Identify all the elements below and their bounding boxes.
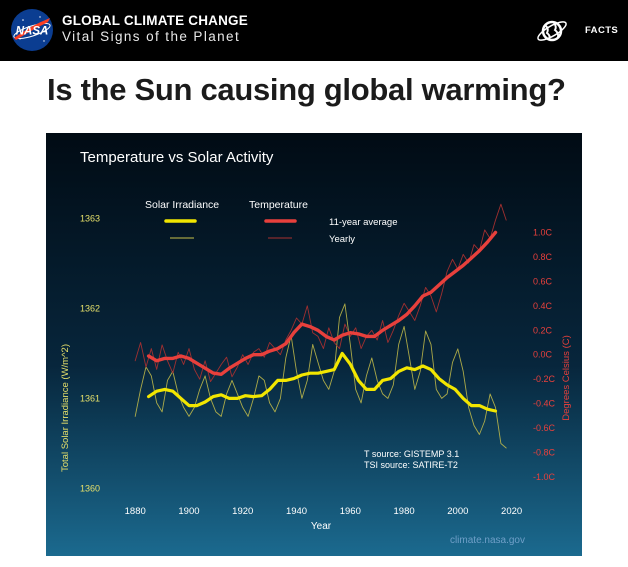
legend-irradiance-header: Solar Irradiance bbox=[145, 199, 219, 211]
legend-smooth-label: 11-year average bbox=[329, 217, 397, 228]
right-tick-label: -0.8C bbox=[533, 448, 556, 458]
facts-link[interactable]: FACTS bbox=[585, 25, 619, 36]
x-tick-label: 1920 bbox=[232, 506, 253, 517]
site-title[interactable]: GLOBAL CLIMATE CHANGE bbox=[62, 13, 248, 28]
site-header: NASA GLOBAL CLIMATE CHANGE Vital Signs o… bbox=[0, 0, 628, 61]
right-tick-label: -1.0C bbox=[533, 472, 556, 482]
nasa-logo[interactable]: NASA bbox=[10, 8, 54, 52]
right-tick-label: 0.4C bbox=[533, 301, 553, 311]
right-tick-label: 1.0C bbox=[533, 227, 553, 237]
right-tick-label: 0.8C bbox=[533, 252, 553, 262]
temperature-source: T source: GISTEMP 3.1 bbox=[364, 449, 459, 459]
chart-container: Temperature vs Solar Activity Solar Irra… bbox=[46, 133, 582, 556]
right-tick-label: 0.0C bbox=[533, 350, 553, 360]
x-axis-ticks: 1880 1900 1920 1940 1960 1980 2000 2020 bbox=[125, 506, 523, 517]
page-title: Is the Sun causing global warming? bbox=[47, 72, 566, 107]
x-tick-label: 1900 bbox=[178, 506, 199, 517]
right-tick-label: -0.4C bbox=[533, 399, 556, 409]
left-tick-label: 1363 bbox=[80, 213, 100, 223]
x-tick-label: 1980 bbox=[394, 506, 415, 517]
chart-title: Temperature vs Solar Activity bbox=[80, 149, 274, 166]
right-tick-label: 0.6C bbox=[533, 276, 553, 286]
right-axis-ticks: 1.0C 0.8C 0.6C 0.4C 0.2C 0.0C -0.2C -0.4C -0.6C -… bbox=[533, 227, 556, 482]
x-tick-label: 2020 bbox=[501, 506, 522, 517]
irradiance-source: TSI source: SATIRE-T2 bbox=[364, 460, 458, 470]
x-tick-label: 1880 bbox=[125, 506, 146, 517]
temperature-solar-chart: Temperature vs Solar Activity Solar Irra… bbox=[46, 133, 582, 556]
right-tick-label: -0.2C bbox=[533, 374, 556, 384]
x-tick-label: 2000 bbox=[447, 506, 468, 517]
left-tick-label: 1362 bbox=[80, 303, 100, 313]
x-tick-label: 1960 bbox=[340, 506, 361, 517]
temperature-yearly-line bbox=[134, 203, 507, 383]
site-subtitle: Vital Signs of the Planet bbox=[62, 29, 241, 44]
left-tick-label: 1360 bbox=[80, 483, 100, 493]
chart-series bbox=[134, 203, 507, 449]
left-axis-ticks: 1363 1362 1361 1360 bbox=[80, 213, 100, 493]
x-tick-label: 1940 bbox=[286, 506, 307, 517]
temperature-average-line bbox=[146, 230, 498, 377]
nasa-logo-text: NASA bbox=[16, 26, 49, 38]
left-axis-label: Total Solar Irradiance (W/m^2) bbox=[60, 344, 71, 472]
left-tick-label: 1361 bbox=[80, 393, 100, 403]
legend-yearly-label: Yearly bbox=[329, 234, 355, 245]
x-axis-label: Year bbox=[311, 521, 332, 532]
legend-temperature-header: Temperature bbox=[249, 199, 308, 211]
chart-background bbox=[46, 133, 582, 556]
right-axis-label: Degrees Celsius (C) bbox=[561, 335, 572, 421]
facts-globe-icon[interactable] bbox=[535, 14, 569, 48]
right-tick-label: 0.2C bbox=[533, 325, 553, 335]
credit-link[interactable]: climate.nasa.gov bbox=[450, 535, 525, 546]
irradiance-average-line bbox=[146, 351, 498, 413]
right-tick-label: -0.6C bbox=[533, 423, 556, 433]
